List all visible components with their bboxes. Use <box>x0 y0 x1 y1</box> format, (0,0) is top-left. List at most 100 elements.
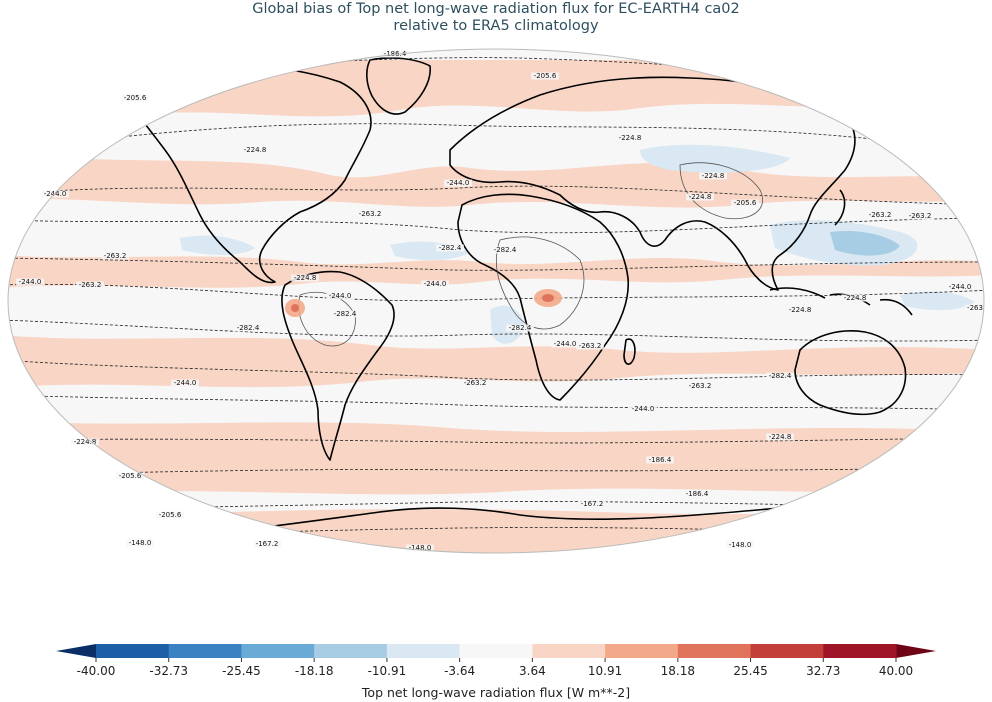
contour-label-bg <box>444 179 472 187</box>
cool-patch-west-pacific-core <box>830 230 900 256</box>
colorbar-tick-label: 40.00 <box>879 664 913 678</box>
contour-label-bg <box>116 472 144 480</box>
contour-label: -244.0 <box>632 405 655 413</box>
contour-n2 <box>19 123 961 151</box>
colorbar-segment <box>823 644 897 658</box>
contour-label: -224.8 <box>844 294 867 302</box>
warm-band-tropic-south <box>8 335 984 388</box>
contour-label: -224.8 <box>702 172 725 180</box>
contour-label: -244.0 <box>19 278 42 286</box>
colorbar-ticks: -40.00 -32.73 -25.45 -18.18 -10.91 -3.64 3.64 1… <box>77 658 913 678</box>
contour-label-bg <box>686 382 714 390</box>
contour-label-bg <box>646 456 674 464</box>
contour-label-bg <box>461 379 489 387</box>
contour-label-bg <box>234 324 262 332</box>
contour-label-bg <box>71 438 99 446</box>
contour-label-bg <box>731 199 759 207</box>
colorbar-segments <box>56 644 936 658</box>
contour-n4 <box>8 217 984 234</box>
contour-label-bg <box>946 283 974 291</box>
contour-label: -224.8 <box>294 274 317 282</box>
contour-label-bg <box>699 172 727 180</box>
contour-label-bg <box>491 246 519 254</box>
contour-label: -244.0 <box>554 340 577 348</box>
contour-label: -205.6 <box>124 94 147 102</box>
contour-label-bg <box>291 274 319 282</box>
colorbar-segment <box>459 644 533 658</box>
colorbar: -40.00 -32.73 -25.45 -18.18 -10.91 -3.64 3.64 1… <box>56 644 936 700</box>
world-bias-map: -186.4 -205.6 -205.6 -224.8 -224.8 -244.0 -224… <box>7 48 985 554</box>
contour-label: -244.0 <box>424 280 447 288</box>
contour-label: -263.2 <box>104 252 127 260</box>
colorbar-tick-label: 10.91 <box>588 664 622 678</box>
cool-patch-indian <box>900 291 975 311</box>
colorbar-label: Top net long-wave radiation flux [W m**-… <box>361 685 630 700</box>
colorbar-tick-label: -18.18 <box>295 664 334 678</box>
contour-label-bg <box>101 252 129 260</box>
contour-label: -224.8 <box>74 438 97 446</box>
contour-labels: -186.4 -205.6 -205.6 -224.8 -224.8 -244.0 -224… <box>16 50 985 552</box>
contour-label-bg <box>531 72 559 80</box>
contour-label-bg <box>171 379 199 387</box>
contour-label: -244.0 <box>949 283 972 291</box>
contour-africa <box>495 236 585 330</box>
colorbar-tick-label: -32.73 <box>149 664 188 678</box>
contour-label-bg <box>686 193 714 201</box>
contour-label-bg <box>406 544 434 552</box>
contour-label: -244.0 <box>174 379 197 387</box>
contour-label-bg <box>726 541 754 549</box>
contour-label: -224.8 <box>619 134 642 142</box>
contour-label: -186.4 <box>649 456 672 464</box>
warm-band-south <box>8 420 984 495</box>
contour-eq2 <box>8 283 984 302</box>
contour-label: -205.6 <box>734 199 757 207</box>
contour-label: -148.0 <box>129 539 152 547</box>
contour-label-bg <box>906 212 934 220</box>
colorbar-segment <box>605 644 679 658</box>
contour-label-bg <box>841 294 869 302</box>
greenland-outline <box>366 57 431 115</box>
colorbar-segment <box>677 644 752 658</box>
colorbar-segment <box>750 644 824 658</box>
contour-label-bg <box>436 244 464 252</box>
south-america-outline <box>281 270 395 461</box>
contour-label: -263 <box>967 304 983 312</box>
colorbar-segment <box>168 644 242 658</box>
contour-label: -263.2 <box>869 211 892 219</box>
cool-patch-east-pacific <box>180 235 255 255</box>
contour-label: -224.8 <box>769 433 792 441</box>
globe-border <box>7 48 985 554</box>
colorbar-tick-label: 25.45 <box>733 664 767 678</box>
contour-label: -224.8 <box>689 193 712 201</box>
colorbar-tick-label: 3.64 <box>519 664 546 678</box>
contour-label-bg <box>786 306 814 314</box>
contour-label: -244.0 <box>447 179 470 187</box>
contour-s2 <box>8 394 984 411</box>
colorbar-tick-label: -3.64 <box>444 664 475 678</box>
map-title-line1: Global bias of Top net long-wave radiati… <box>252 1 740 17</box>
contour-label: -263.2 <box>579 342 602 350</box>
colorbar-tick-label: -25.45 <box>222 664 261 678</box>
contour-label-bg <box>331 310 359 318</box>
colorbar-tick-label: 32.73 <box>806 664 840 678</box>
colorbar-segment <box>314 644 388 658</box>
contour-label-bg <box>156 511 184 519</box>
contour-label-bg <box>629 405 657 413</box>
contour-eq3 <box>8 319 984 342</box>
contour-label: -186.4 <box>686 490 709 498</box>
contour-label: -282.4 <box>494 246 517 254</box>
contour-label-bg <box>965 304 985 312</box>
colorbar-segment <box>96 644 170 658</box>
cool-patch-asia <box>640 144 790 173</box>
contour-label: -282.4 <box>439 244 462 252</box>
contour-label: -205.6 <box>159 511 182 519</box>
hotspot-amazon-core <box>291 304 299 312</box>
contour-label-bg <box>326 292 354 300</box>
eurasia-outline <box>449 76 856 291</box>
contour-label-bg <box>126 539 154 547</box>
contour-n3 <box>8 185 984 206</box>
contour-label: -148.0 <box>729 541 752 549</box>
contour-s3 <box>8 437 984 444</box>
contour-label-bg <box>16 278 44 286</box>
contour-label: -205.6 <box>119 472 142 480</box>
